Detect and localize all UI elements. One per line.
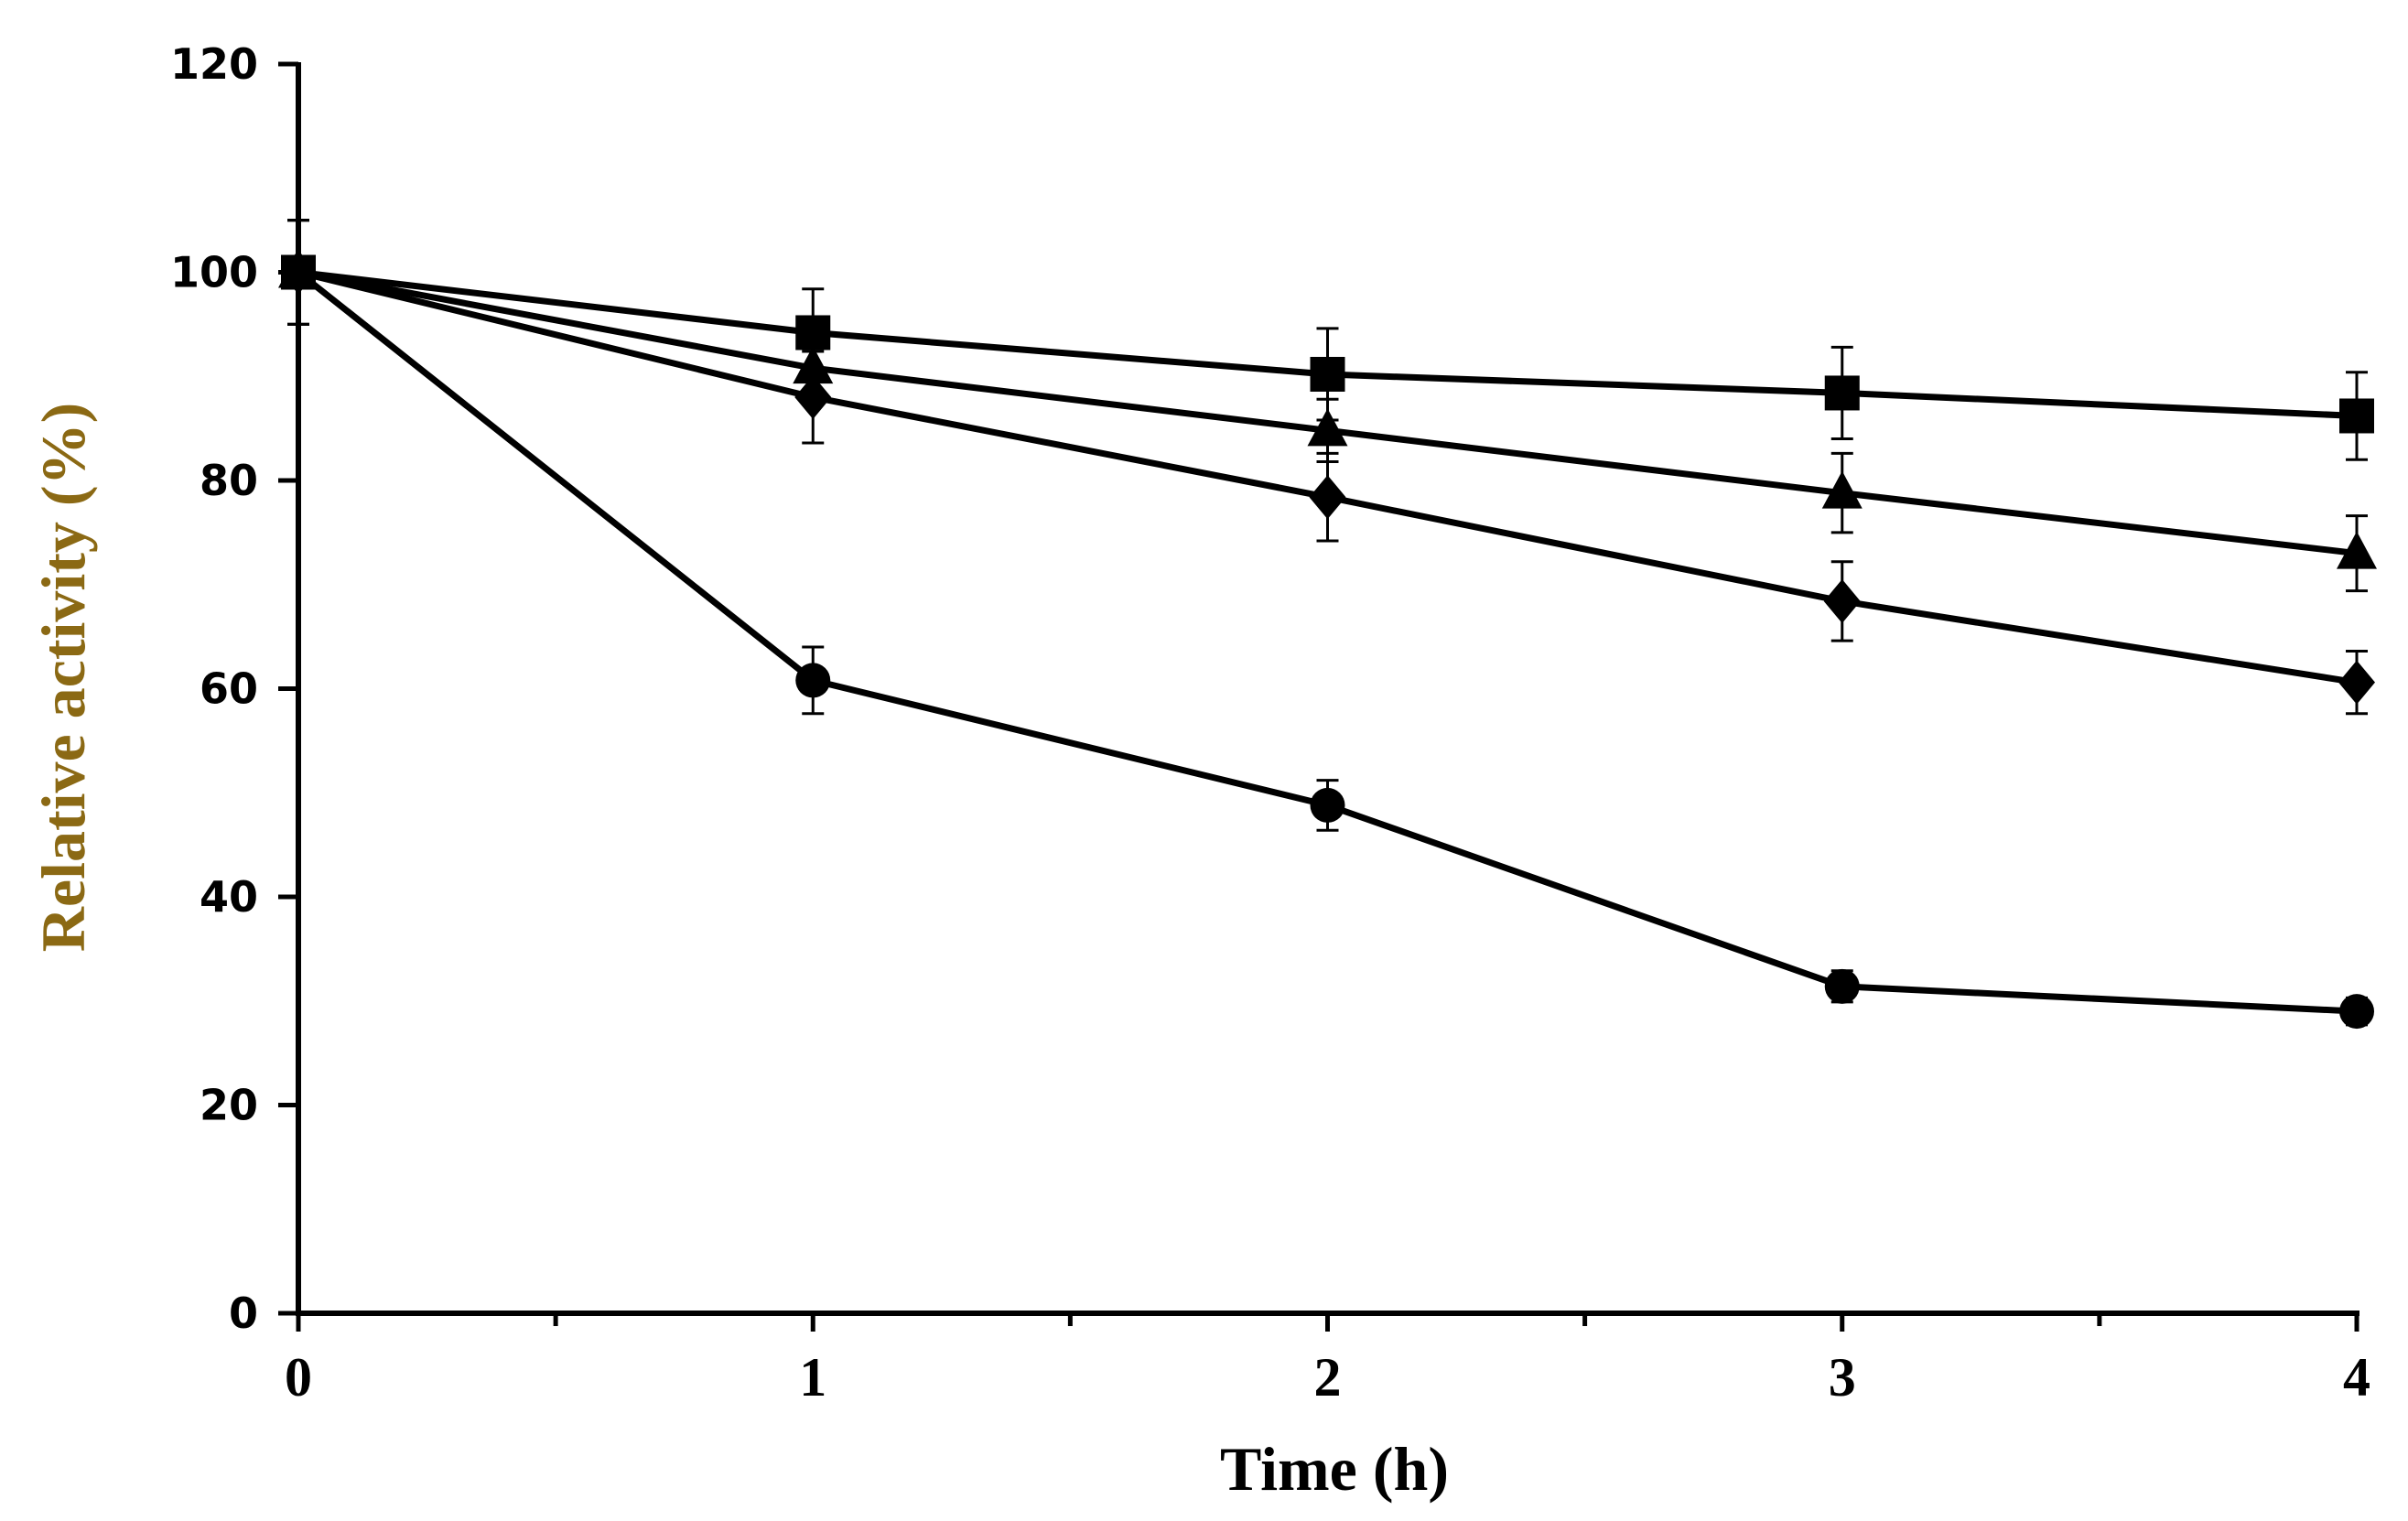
x-axis-title: Time (h)	[1220, 1434, 1449, 1504]
data-point-diamond	[1823, 578, 1861, 623]
series-diamond	[280, 219, 2375, 716]
data-point-circle	[795, 663, 831, 698]
y-axis-title: Relative activity (%)	[28, 403, 98, 952]
data-point-square	[1824, 375, 1860, 411]
data-point-square	[1310, 356, 1345, 392]
y-tick-label: 120	[170, 39, 258, 89]
data-point-triangle	[2337, 531, 2377, 569]
y-tick-label: 60	[200, 664, 258, 714]
data-point-triangle	[1821, 470, 1863, 509]
data-point-square	[2339, 398, 2374, 434]
series-layer	[278, 219, 2377, 1030]
x-ticks: 0 1 2 3 4	[285, 1313, 2370, 1408]
data-point-diamond	[1309, 475, 1346, 520]
y-ticks: 0 20 40 60 80 100 120	[170, 39, 298, 1338]
y-tick-label: 80	[200, 456, 258, 505]
x-tick-label: 0	[285, 1347, 312, 1408]
axes: 0 20 40 60 80 100 120 0 1 2 3 4	[170, 39, 2370, 1408]
y-tick-label: 40	[200, 872, 258, 922]
data-point-diamond	[794, 375, 832, 419]
y-tick-label: 20	[200, 1081, 258, 1130]
data-point-circle	[1824, 968, 1860, 1004]
data-point-triangle	[1307, 408, 1348, 447]
data-point-circle	[1310, 787, 1345, 823]
x-tick-label: 4	[2343, 1347, 2370, 1408]
x-tick-label: 3	[1829, 1347, 1856, 1408]
x-tick-label: 1	[799, 1347, 826, 1408]
x-tick-label: 2	[1314, 1347, 1342, 1408]
y-tick-label: 0	[229, 1289, 258, 1338]
y-tick-label: 100	[170, 248, 258, 297]
data-point-diamond	[2338, 660, 2375, 705]
data-point-circle	[2339, 994, 2374, 1030]
